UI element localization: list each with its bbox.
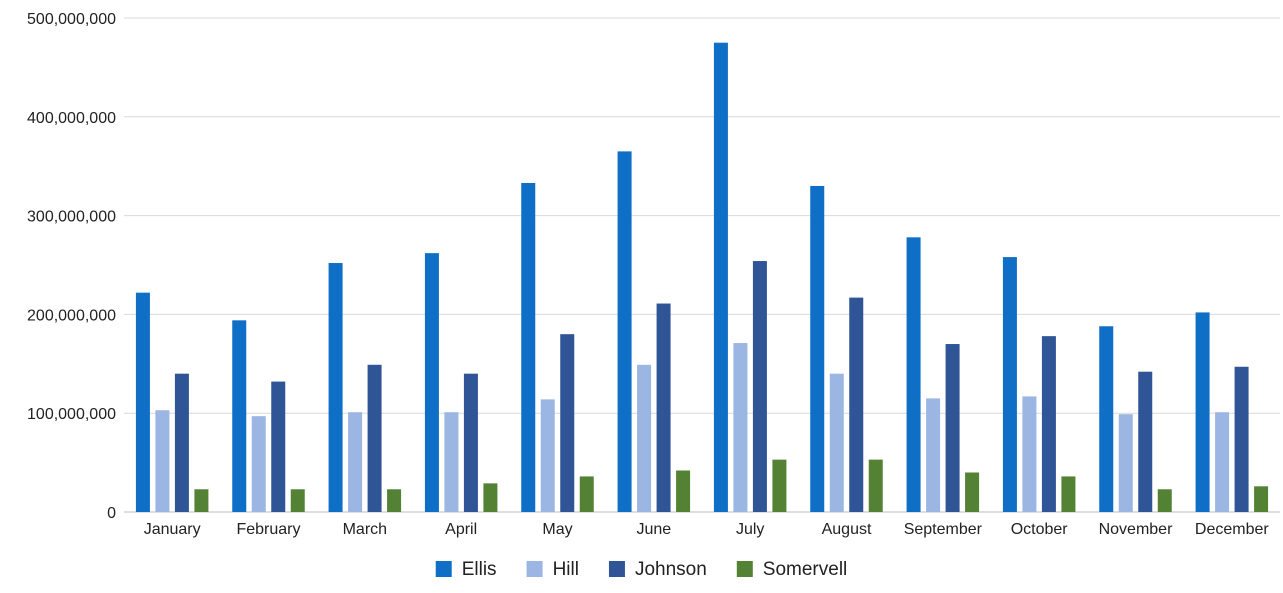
bar-somervell-february <box>290 489 305 512</box>
bar-ellis-may <box>521 182 536 512</box>
x-tick-label: May <box>542 521 572 538</box>
bar-somervell-may <box>579 476 594 512</box>
bar-hill-october <box>1022 396 1037 512</box>
x-tick-label: October <box>1011 521 1069 538</box>
y-tick-label: 300,000,000 <box>27 209 116 226</box>
legend-swatch-hill <box>526 561 543 577</box>
bar-hill-august <box>829 373 844 512</box>
bar-hill-march <box>348 412 363 512</box>
bar-ellis-january <box>135 292 150 512</box>
x-tick-label: March <box>343 521 387 538</box>
bar-johnson-february <box>271 381 286 512</box>
legend-swatch-ellis <box>435 561 452 577</box>
bar-somervell-december <box>1254 486 1269 512</box>
bar-somervell-july <box>772 459 787 512</box>
bar-johnson-april <box>463 373 478 512</box>
bar-johnson-august <box>849 297 864 512</box>
bar-johnson-september <box>945 344 960 512</box>
bar-ellis-february <box>232 320 247 512</box>
bar-somervell-october <box>1061 476 1076 512</box>
bar-ellis-august <box>810 185 825 512</box>
bar-johnson-december <box>1234 366 1249 512</box>
bar-hill-june <box>637 364 652 512</box>
bar-johnson-march <box>367 364 382 512</box>
y-tick-label: 0 <box>107 505 116 522</box>
x-tick-label: January <box>144 521 201 538</box>
legend-swatch-somervell <box>736 561 753 577</box>
legend-label-hill: Hill <box>553 559 579 580</box>
bar-johnson-november <box>1138 371 1153 512</box>
bar-somervell-june <box>676 470 691 512</box>
x-tick-label: April <box>445 521 477 538</box>
bar-ellis-december <box>1195 312 1210 512</box>
bar-hill-september <box>926 398 941 512</box>
x-tick-label: September <box>904 521 983 538</box>
bar-johnson-may <box>560 334 575 512</box>
x-tick-label: June <box>636 521 671 538</box>
bar-somervell-march <box>387 489 402 512</box>
y-axis-ticks: 0 100,000,000 200,000,000 300,000,000 400,00… <box>27 11 116 522</box>
x-axis-ticks: January February March April May June July Augu… <box>144 521 1270 538</box>
bar-johnson-october <box>1041 336 1056 512</box>
legend: Ellis Hill Johnson Somervell <box>435 559 847 580</box>
bar-somervell-january <box>194 489 209 512</box>
gridlines <box>124 17 1280 513</box>
bar-ellis-september <box>906 237 921 512</box>
bar-hill-february <box>251 416 266 512</box>
bar-hill-may <box>540 399 555 512</box>
y-tick-label: 500,000,000 <box>27 11 116 28</box>
x-tick-label: December <box>1195 521 1269 538</box>
x-tick-label: August <box>822 521 872 538</box>
x-tick-label: February <box>236 521 300 538</box>
y-tick-label: 100,000,000 <box>27 406 116 423</box>
bar-ellis-november <box>1099 326 1114 512</box>
bar-johnson-july <box>752 261 767 512</box>
bar-somervell-april <box>483 483 498 512</box>
x-tick-label: November <box>1099 521 1173 538</box>
bar-hill-july <box>733 343 748 512</box>
bar-hill-november <box>1118 414 1133 512</box>
bar-ellis-april <box>424 253 439 513</box>
legend-label-somervell: Somervell <box>763 559 847 580</box>
bar-hill-april <box>444 412 459 512</box>
bar-ellis-october <box>1002 257 1017 512</box>
y-tick-label: 400,000,000 <box>27 110 116 127</box>
bar-ellis-june <box>617 151 632 512</box>
legend-swatch-johnson <box>608 561 625 577</box>
y-tick-label: 200,000,000 <box>27 307 116 324</box>
bar-hill-december <box>1215 412 1230 512</box>
bar-somervell-august <box>868 459 883 512</box>
bars <box>135 42 1269 513</box>
legend-label-johnson: Johnson <box>635 559 707 580</box>
bar-ellis-march <box>328 263 343 512</box>
bar-ellis-july <box>713 42 728 512</box>
legend-label-ellis: Ellis <box>462 559 497 580</box>
bar-johnson-january <box>174 373 189 512</box>
bar-johnson-june <box>656 303 671 512</box>
x-tick-label: July <box>736 521 764 538</box>
bar-somervell-september <box>965 472 980 512</box>
bar-hill-january <box>155 410 170 512</box>
bar-somervell-november <box>1157 489 1172 512</box>
